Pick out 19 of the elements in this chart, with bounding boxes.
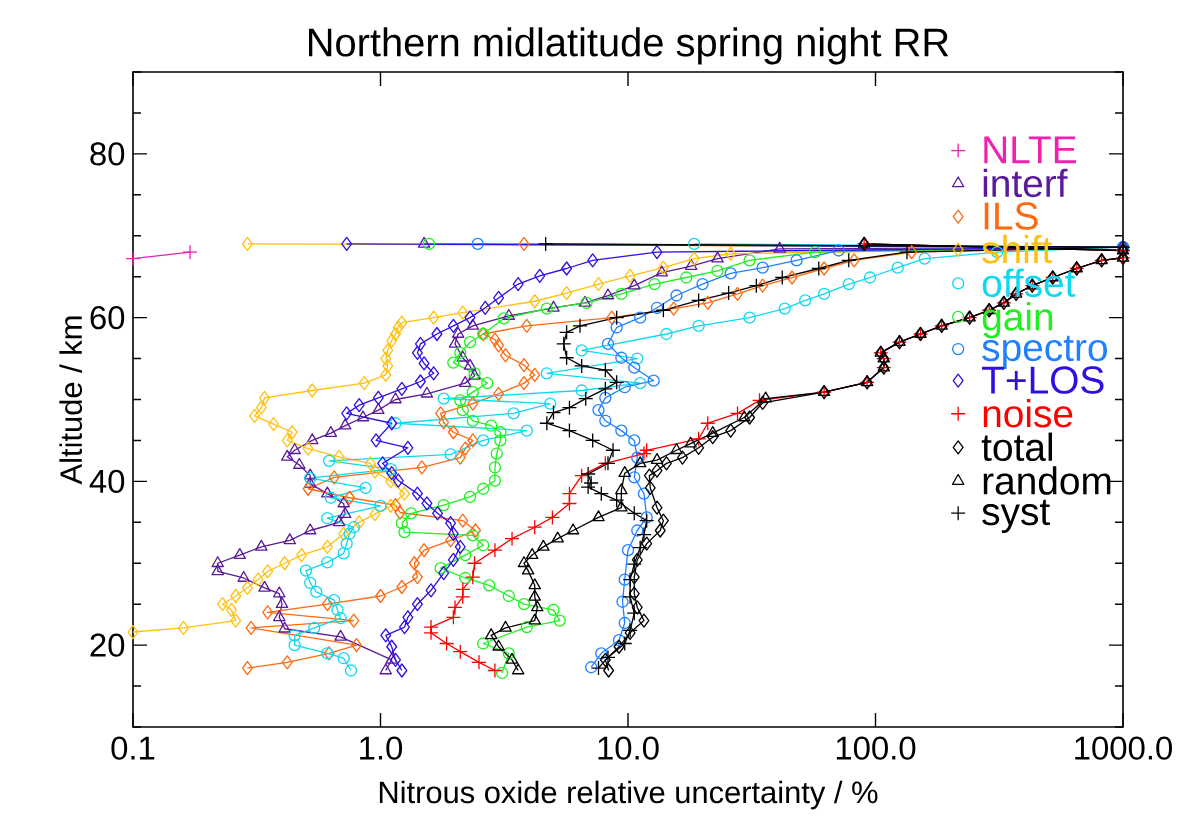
x-tick-label: 0.1 (111, 736, 155, 760)
legend-label: interf (983, 168, 1068, 198)
x-tick-label: 1.0 (360, 736, 403, 760)
chart-title: Northern midlatitude spring night RR (308, 27, 949, 65)
legend-label: syst (982, 499, 1050, 534)
legend-label: NLTE (984, 136, 1076, 164)
y-tick-label: 20 (90, 633, 125, 657)
legend-label: noise (983, 398, 1073, 428)
legend-label: total (981, 432, 1052, 462)
y-tick-label: 40 (89, 469, 125, 494)
x-axis-title: Nitrous oxide relative uncertainty / % (379, 780, 878, 810)
y-axis-title: Altitude / km (59, 316, 83, 485)
x-tick-label: 10.0 (598, 736, 659, 760)
x-tick-label: 100.0 (836, 736, 916, 760)
legend-label: ILS (984, 202, 1038, 230)
y-tick-label: 60 (90, 305, 125, 330)
y-tick-label: 80 (90, 142, 125, 166)
x-tick-label: 1000.0 (1075, 736, 1172, 760)
legend-label: random (983, 466, 1111, 495)
